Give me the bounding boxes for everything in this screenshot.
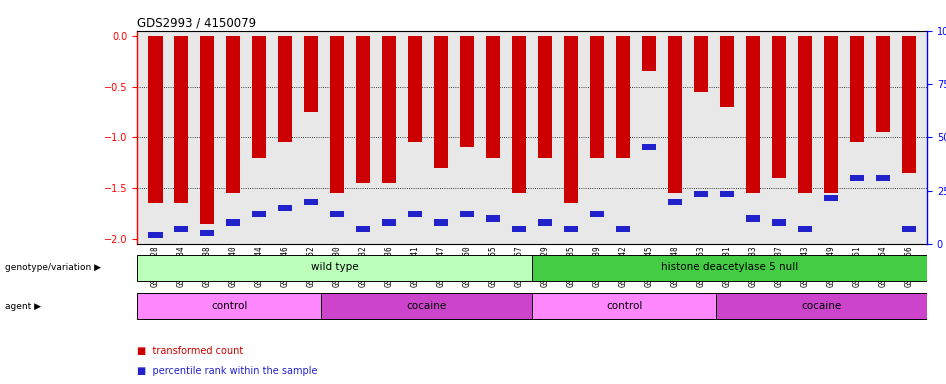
Bar xyxy=(720,36,734,107)
Bar xyxy=(876,36,890,132)
Text: control: control xyxy=(211,301,248,311)
Bar xyxy=(253,36,267,157)
Bar xyxy=(693,36,709,92)
Bar xyxy=(642,36,657,71)
Text: histone deacetylase 5 null: histone deacetylase 5 null xyxy=(661,262,798,272)
Bar xyxy=(278,36,292,142)
Bar xyxy=(616,225,630,232)
Bar xyxy=(772,220,786,225)
Bar xyxy=(460,211,474,217)
Bar xyxy=(304,36,319,112)
Bar xyxy=(564,225,578,232)
Bar xyxy=(382,36,396,183)
Bar xyxy=(590,36,604,157)
Bar xyxy=(486,36,500,157)
Bar xyxy=(532,293,716,319)
Bar xyxy=(564,36,578,203)
Bar xyxy=(642,144,657,151)
Bar xyxy=(538,36,552,157)
Text: genotype/variation ▶: genotype/variation ▶ xyxy=(5,263,100,272)
Bar xyxy=(538,220,552,225)
Bar xyxy=(201,36,215,223)
Bar xyxy=(512,36,526,193)
Bar xyxy=(460,36,474,147)
Bar xyxy=(201,230,215,236)
Bar xyxy=(330,211,344,217)
Bar xyxy=(716,293,927,319)
Bar xyxy=(512,225,526,232)
Bar xyxy=(668,199,682,205)
Bar xyxy=(668,36,682,193)
Bar xyxy=(226,220,240,225)
Bar xyxy=(408,36,422,142)
Bar xyxy=(902,36,916,173)
Text: GDS2993 / 4150079: GDS2993 / 4150079 xyxy=(137,17,256,30)
Bar xyxy=(745,215,761,222)
Bar xyxy=(226,36,240,193)
Bar xyxy=(876,175,890,181)
Text: agent ▶: agent ▶ xyxy=(5,302,41,311)
Bar xyxy=(797,225,812,232)
Bar xyxy=(356,36,371,183)
Bar xyxy=(850,36,864,142)
Bar xyxy=(137,255,532,281)
Bar xyxy=(434,36,448,168)
Bar xyxy=(616,36,630,157)
Bar xyxy=(902,225,916,232)
Bar xyxy=(693,191,709,197)
Bar xyxy=(137,293,322,319)
Text: ■  transformed count: ■ transformed count xyxy=(137,346,243,356)
Text: cocaine: cocaine xyxy=(407,301,447,311)
Bar xyxy=(532,255,927,281)
Bar xyxy=(322,293,532,319)
Text: cocaine: cocaine xyxy=(801,301,842,311)
Bar xyxy=(720,191,734,197)
Bar xyxy=(330,36,344,193)
Text: wild type: wild type xyxy=(311,262,359,272)
Bar xyxy=(772,36,786,178)
Bar xyxy=(174,36,188,203)
Bar xyxy=(797,36,812,193)
Bar xyxy=(382,220,396,225)
Text: control: control xyxy=(606,301,642,311)
Text: ■  percentile rank within the sample: ■ percentile rank within the sample xyxy=(137,366,318,376)
Bar xyxy=(434,220,448,225)
Bar xyxy=(486,215,500,222)
Bar xyxy=(408,211,422,217)
Bar xyxy=(745,36,761,193)
Bar xyxy=(253,211,267,217)
Bar xyxy=(824,36,838,193)
Bar xyxy=(149,232,163,238)
Bar xyxy=(174,225,188,232)
Bar xyxy=(278,205,292,211)
Bar xyxy=(356,225,371,232)
Bar xyxy=(850,175,864,181)
Bar xyxy=(590,211,604,217)
Bar xyxy=(304,199,319,205)
Bar xyxy=(149,36,163,203)
Bar xyxy=(824,195,838,201)
